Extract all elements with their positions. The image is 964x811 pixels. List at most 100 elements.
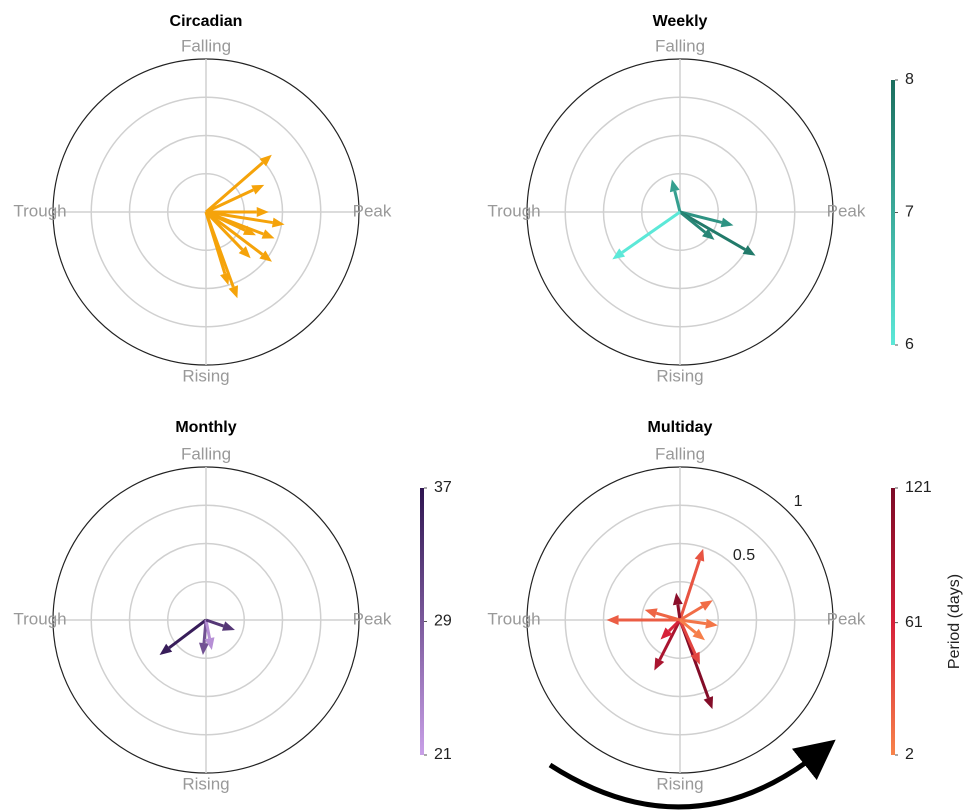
arrow-head <box>690 651 700 665</box>
arrow-head <box>694 548 705 562</box>
arrow-head <box>654 657 665 671</box>
arrow-head <box>204 637 215 651</box>
arrow-head <box>220 272 230 286</box>
arrow-head <box>256 207 269 217</box>
arrow <box>204 211 230 286</box>
arrow-shaft <box>679 210 723 224</box>
panel-title: Weekly <box>653 13 708 30</box>
arrow-head <box>705 618 718 629</box>
arrow-head <box>159 643 173 655</box>
arrow-shaft <box>621 210 681 254</box>
arrow-shaft <box>205 618 225 628</box>
arrow-shaft <box>205 210 264 256</box>
arrow-shaft <box>676 604 682 621</box>
arrow-shaft <box>205 210 246 232</box>
arrow-shaft <box>667 618 682 633</box>
theta-label: Peak <box>827 609 866 628</box>
arrow <box>679 618 718 629</box>
arrow-head <box>259 250 272 262</box>
arrow-head <box>720 217 734 228</box>
arrow-head <box>228 285 238 299</box>
arrow <box>205 184 265 214</box>
theta-label: Rising <box>182 774 229 793</box>
arrow <box>204 619 215 651</box>
colorbar <box>420 488 424 755</box>
colorbar-tick-label: 61 <box>905 614 923 631</box>
arrow-head <box>251 184 265 195</box>
theta-label: Rising <box>656 366 703 385</box>
colorbar <box>891 488 895 755</box>
arrow-shaft <box>679 618 707 626</box>
arrow <box>679 600 713 622</box>
panel-title: Monthly <box>175 419 236 436</box>
theta-label: Falling <box>181 36 231 55</box>
theta-label: Rising <box>182 366 229 385</box>
arrow-shaft <box>673 190 682 213</box>
colorbar-tick-label: 29 <box>434 613 452 630</box>
r-tick-label: 1 <box>794 493 803 510</box>
panel-title: Circadian <box>170 13 243 30</box>
arrow-head <box>271 217 285 228</box>
arrow-shaft <box>204 619 212 639</box>
arrow <box>678 548 705 621</box>
colorbar-tick-label: 21 <box>434 746 452 763</box>
colorbar <box>891 80 895 345</box>
arrow-shaft <box>205 210 273 225</box>
arrow <box>205 210 285 228</box>
arrow <box>606 615 680 625</box>
arrow-shaft <box>678 559 701 621</box>
colorbar-tick-label: 7 <box>905 204 914 221</box>
arrow <box>205 154 272 214</box>
arrow-head <box>606 615 619 625</box>
colorbar-tick-label: 6 <box>905 336 914 353</box>
arrow-shaft <box>204 211 227 275</box>
arrow-shaft <box>168 618 207 649</box>
arrow <box>679 210 734 228</box>
arrow-head <box>259 154 272 167</box>
arrow-shaft <box>655 611 681 622</box>
arrow-head <box>238 246 251 259</box>
theta-label: Trough <box>487 201 540 220</box>
theta-label: Trough <box>13 609 66 628</box>
colorbar-tick-label: 8 <box>905 71 914 88</box>
arrow <box>672 592 683 621</box>
colorbar-label: Period (days) <box>946 574 963 669</box>
arrow-head <box>703 696 714 710</box>
arrow-head <box>692 628 705 641</box>
arrow-shaft <box>205 188 254 214</box>
arrow <box>679 210 715 240</box>
theta-label: Falling <box>655 444 705 463</box>
colorbar-tick-label: 121 <box>905 479 932 496</box>
arrow-head <box>644 608 658 618</box>
arrow-shaft <box>679 618 697 634</box>
arrow <box>678 619 700 665</box>
arrow <box>660 618 682 640</box>
arrow-shaft <box>658 619 682 661</box>
arrow <box>205 210 272 262</box>
theta-label: Falling <box>655 36 705 55</box>
arrow-shaft <box>679 605 704 622</box>
arrow <box>669 179 682 213</box>
arrow-head <box>242 225 256 236</box>
arrow-shaft <box>205 161 264 214</box>
arrow-head <box>699 600 713 611</box>
arrow-head <box>669 179 680 193</box>
arrow-head <box>198 642 209 656</box>
arrow-head <box>702 228 715 240</box>
arrow <box>206 207 269 217</box>
theta-label: Peak <box>353 609 392 628</box>
colorbar-tick-label: 2 <box>905 746 914 763</box>
theta-label: Trough <box>487 609 540 628</box>
panel-title: Multiday <box>648 419 713 436</box>
arrow-head <box>261 229 275 239</box>
arrow <box>205 618 235 631</box>
arrow-head <box>742 245 756 256</box>
theta-label: Trough <box>13 201 66 220</box>
arrow <box>204 210 251 259</box>
arrow-shaft <box>678 619 697 655</box>
arrow-head <box>612 248 626 260</box>
theta-label: Peak <box>353 201 392 220</box>
arrow-head <box>660 627 673 640</box>
arrow <box>159 618 207 655</box>
arrow <box>679 210 756 256</box>
